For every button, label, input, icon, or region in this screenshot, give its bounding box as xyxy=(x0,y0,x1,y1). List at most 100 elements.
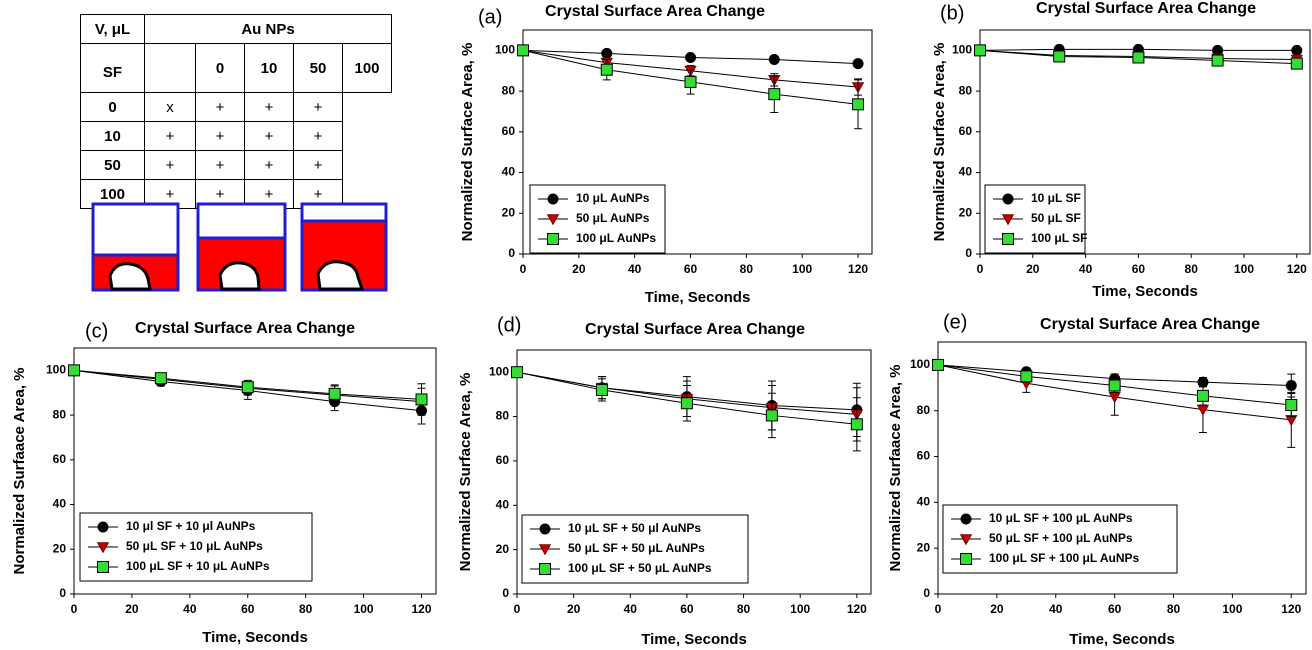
x-tick-label: 40 xyxy=(1079,262,1093,276)
legend-label: 100 μL SF + 100 μL AuNPs xyxy=(989,551,1140,565)
point xyxy=(328,387,341,400)
legend-marker xyxy=(1001,214,1015,226)
point xyxy=(595,383,608,396)
legend-marker xyxy=(1002,233,1014,245)
panel-label: (b) xyxy=(940,2,964,24)
chart-title: Crystal Surface Area Change xyxy=(585,321,805,338)
panel-label: (e) xyxy=(943,311,967,333)
legend: 10 μl SF + 10 μl AuNPs 50 μL SF + 10 μL A… xyxy=(79,512,313,582)
point xyxy=(852,58,864,70)
x-tick-label: 0 xyxy=(977,262,984,276)
x-tick-label: 40 xyxy=(183,602,197,616)
x-tick-label: 0 xyxy=(935,602,942,616)
legend-marker xyxy=(539,523,551,535)
x-axis-label: Time, Seconds xyxy=(641,631,747,648)
point xyxy=(600,63,613,76)
y-tick-label: 60 xyxy=(917,449,931,463)
point xyxy=(415,393,428,406)
crystal xyxy=(218,261,261,291)
y-axis-label: Normalized Surface Area, % xyxy=(457,373,474,572)
table-group: Au NPs xyxy=(144,14,392,44)
panel-label: (c) xyxy=(85,320,108,342)
legend-label: 100 μL SF + 10 μL AuNPs xyxy=(126,559,270,573)
y-tick-label: 0 xyxy=(508,246,515,260)
point xyxy=(1197,376,1209,388)
legend-marker xyxy=(97,521,109,533)
point xyxy=(1285,415,1298,427)
x-tick-label: 80 xyxy=(740,262,754,276)
x-tick-label: 80 xyxy=(1185,262,1199,276)
y-tick-label: 0 xyxy=(923,586,930,600)
legend-marker xyxy=(96,542,110,554)
plot-frame xyxy=(937,341,1307,595)
x-tick-label: 20 xyxy=(572,262,586,276)
row-header: 100 xyxy=(80,179,145,209)
point xyxy=(765,409,778,422)
plot-frame xyxy=(522,29,873,255)
crystal xyxy=(108,262,152,291)
point xyxy=(1290,57,1303,70)
legend-marker xyxy=(547,193,559,205)
row-header: 10 xyxy=(80,121,145,151)
y-tick-label: 20 xyxy=(53,541,67,555)
table-cell: + xyxy=(293,92,343,122)
legend-label: 100 μL SF + 50 μL AuNPs xyxy=(568,561,712,575)
crystal xyxy=(316,260,365,291)
point xyxy=(1020,370,1033,383)
x-tick-label: 100 xyxy=(792,262,812,276)
x-axis-label: Time, Seconds xyxy=(1069,631,1175,648)
x-tick-label: 60 xyxy=(684,262,698,276)
plot-frame xyxy=(979,29,1311,255)
point xyxy=(1285,380,1297,392)
x-tick-label: 120 xyxy=(1281,602,1301,616)
panel-label: (d) xyxy=(497,314,521,336)
point xyxy=(850,418,863,431)
y-tick-label: 100 xyxy=(952,43,972,57)
x-tick-label: 100 xyxy=(1234,262,1254,276)
x-tick-label: 80 xyxy=(299,602,313,616)
y-tick-label: 60 xyxy=(959,124,973,138)
x-axis-label: Time, Seconds xyxy=(202,629,308,646)
x-tick-label: 60 xyxy=(1108,602,1122,616)
point xyxy=(1285,399,1298,411)
x-tick-label: 120 xyxy=(848,262,868,276)
table-row: 10 + + + + xyxy=(80,121,392,151)
x-tick-label: 60 xyxy=(680,602,694,616)
point xyxy=(1108,379,1121,392)
x-axis-label: Time, Seconds xyxy=(1092,283,1198,300)
table-cell: + xyxy=(144,121,196,151)
legend-label: 10 μL SF xyxy=(1031,191,1081,205)
point xyxy=(684,75,697,88)
y-tick-label: 100 xyxy=(910,357,930,371)
legend-label: 10 μL SF + 100 μL AuNPs xyxy=(989,511,1133,525)
point xyxy=(768,54,780,66)
x-tick-label: 120 xyxy=(1287,262,1307,276)
x-tick-label: 20 xyxy=(567,602,581,616)
x-tick-label: 40 xyxy=(624,602,638,616)
y-tick-label: 40 xyxy=(53,497,67,511)
legend-label: 50 μL SF + 50 μL AuNPs xyxy=(568,541,705,555)
y-tick-label: 0 xyxy=(59,586,66,600)
point xyxy=(154,372,167,385)
legend-label: 10 μl SF + 10 μl AuNPs xyxy=(126,519,256,533)
y-tick-label: 80 xyxy=(53,407,67,421)
legend-marker xyxy=(539,563,551,575)
row-header: 50 xyxy=(80,150,145,180)
table-cell: + xyxy=(144,150,196,180)
chart-panel: (d) Crystal Surface Area Change Time, Seco… xyxy=(457,314,872,648)
chart-title: Crystal Surface Area Change xyxy=(1040,316,1260,333)
plot-frame xyxy=(73,347,437,595)
legend-marker xyxy=(960,513,972,525)
y-tick-label: 20 xyxy=(496,542,510,556)
legend-marker xyxy=(1002,193,1014,205)
y-tick-label: 40 xyxy=(917,495,931,509)
x-tick-label: 20 xyxy=(1026,262,1040,276)
chart-title: Crystal Surface Area Change xyxy=(1036,0,1256,17)
table-cell: + xyxy=(195,121,245,151)
x-tick-label: 120 xyxy=(847,602,867,616)
x-tick-label: 20 xyxy=(125,602,139,616)
chart-panel: (c) Crystal Surface Area Change Time, Seco… xyxy=(11,320,437,646)
x-tick-label: 40 xyxy=(1049,602,1063,616)
